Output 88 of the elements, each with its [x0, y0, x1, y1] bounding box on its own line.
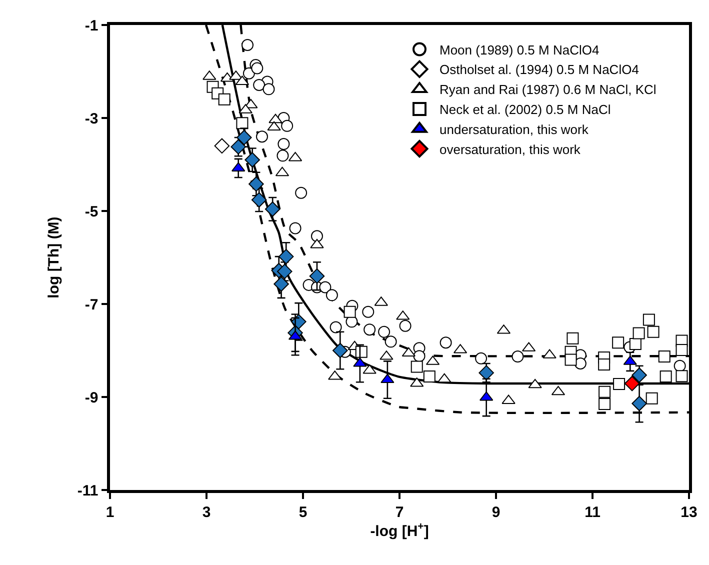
legend-label: Neck et al. (2002) 0.5 M NaCl — [440, 102, 611, 118]
point — [267, 121, 281, 131]
point — [256, 130, 268, 143]
point — [440, 336, 452, 349]
point — [278, 248, 294, 264]
point — [629, 338, 642, 350]
point — [598, 398, 611, 410]
legend-label: oversaturation, this work — [440, 142, 581, 157]
x-tick-label: 5 — [298, 504, 308, 521]
point — [423, 370, 436, 383]
x-tick-label: 3 — [202, 504, 211, 521]
point — [244, 152, 260, 168]
point — [274, 276, 289, 292]
point — [676, 370, 688, 382]
x-tick-label: 13 — [680, 504, 698, 521]
legend-label: Moon (1989) 0.5 M NaClO4 — [440, 42, 600, 58]
point — [598, 358, 610, 370]
point — [658, 350, 670, 363]
point — [319, 281, 332, 294]
point — [230, 139, 246, 154]
y-tick-label: -11 — [77, 482, 98, 500]
point — [253, 78, 266, 91]
y-tick-label: -5 — [84, 203, 98, 220]
point — [344, 306, 356, 318]
point — [248, 176, 264, 192]
point — [660, 370, 672, 383]
point — [326, 289, 338, 302]
legend-label: Ostholset al. (1994) 0.5 M NaClO4 — [440, 62, 639, 78]
point — [624, 376, 640, 392]
y-axis-title: log [Th] (M) — [46, 216, 63, 298]
y-tick-label: -9 — [84, 389, 98, 406]
point — [362, 306, 374, 318]
x-tick-label: 1 — [106, 504, 114, 521]
point — [480, 391, 494, 401]
point — [528, 378, 542, 388]
point — [613, 378, 626, 390]
point — [264, 201, 280, 217]
point — [378, 326, 390, 338]
y-tick-label: -3 — [84, 110, 98, 128]
x-tick-label: 9 — [492, 504, 500, 521]
y-tick-label: -7 — [84, 296, 98, 314]
point — [309, 268, 325, 284]
point — [478, 365, 494, 380]
legend-label: undersaturation, this work — [440, 122, 589, 137]
point — [262, 83, 275, 96]
point — [289, 222, 302, 234]
point — [632, 327, 645, 340]
point — [278, 138, 290, 150]
point — [310, 238, 324, 248]
point — [475, 352, 488, 364]
point — [632, 368, 647, 383]
point — [242, 38, 254, 51]
point — [438, 373, 452, 383]
point — [566, 332, 579, 344]
point — [632, 396, 647, 412]
point — [276, 150, 289, 162]
point — [268, 114, 282, 124]
point — [277, 264, 292, 280]
point — [612, 336, 624, 349]
point — [410, 360, 423, 373]
point — [364, 324, 376, 336]
point — [399, 320, 412, 332]
point — [330, 321, 342, 334]
y-tick-label: -1 — [84, 17, 98, 34]
x-tick-label: 7 — [395, 504, 404, 521]
point — [281, 120, 294, 132]
point — [413, 350, 426, 362]
point — [236, 117, 248, 130]
point — [384, 336, 397, 348]
point — [332, 342, 348, 358]
point — [295, 186, 308, 199]
point — [380, 374, 394, 384]
point — [676, 344, 688, 356]
point — [355, 346, 368, 358]
point — [598, 386, 611, 398]
point — [564, 354, 577, 366]
point — [646, 392, 658, 404]
point — [251, 192, 267, 208]
point — [218, 93, 230, 106]
x-tick-label: 11 — [584, 504, 600, 521]
point — [214, 138, 230, 154]
point — [642, 314, 655, 326]
point — [251, 62, 264, 74]
point — [647, 326, 660, 338]
x-axis-title: -log [H$^{+}$] — [370, 520, 429, 540]
legend-label: Ryan and Rai (1987) 0.6 M NaCl, KCl — [440, 82, 656, 98]
point — [310, 230, 323, 242]
point — [512, 350, 524, 363]
